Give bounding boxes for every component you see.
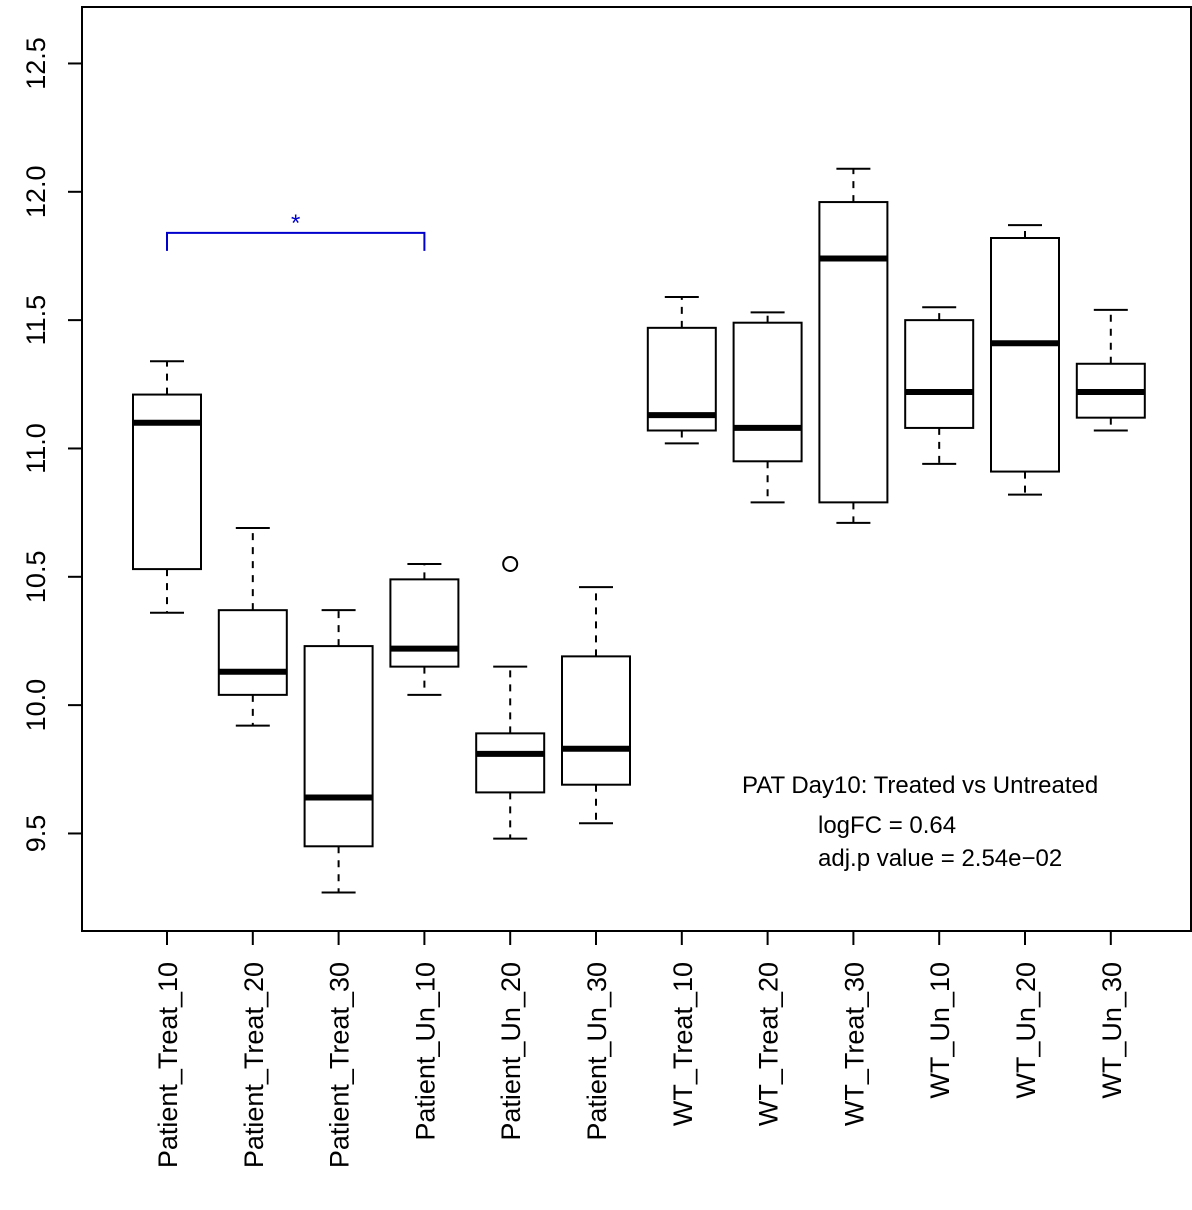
x-tick-label: Patient_Treat_30 (325, 962, 355, 1168)
annotation-logfc: logFC = 0.64 (818, 812, 956, 839)
box-iqr (904, 319, 975, 429)
y-axis: 9.5 10.0 10.5 11.0 11.5 12.0 12.5 (21, 37, 82, 852)
x-tick-label: WT_Un_10 (925, 962, 955, 1099)
x-tick-label: WT_Un_20 (1011, 962, 1041, 1099)
significance-bracket-line (166, 231, 426, 251)
x-axis: Patient_Treat_10 Patient_Treat_20 Patient_… (153, 930, 1127, 1168)
x-tick-label: Patient_Treat_10 (153, 962, 183, 1168)
x-tick-label: WT_Treat_10 (668, 962, 698, 1126)
x-tick-label: Patient_Un_10 (410, 962, 440, 1141)
box-iqr (217, 609, 288, 696)
y-tick-label: 12.5 (21, 37, 51, 90)
y-tick-label: 9.5 (21, 815, 51, 853)
box-group (475, 555, 546, 840)
box-group (389, 562, 460, 696)
box-group (990, 224, 1060, 496)
y-tick-label: 11.5 (21, 295, 51, 346)
box-iqr (732, 321, 803, 463)
y-tick-label: 10.5 (21, 551, 51, 604)
significance-bracket: * (166, 210, 426, 251)
annotation-adjp: adj.p value = 2.54e−02 (818, 845, 1062, 872)
significance-star: * (291, 210, 300, 237)
x-tick-label: WT_Treat_20 (754, 962, 784, 1126)
box-group (904, 306, 975, 465)
box-iqr (561, 655, 631, 786)
box-group (303, 609, 374, 894)
box-iqr (818, 201, 889, 504)
stats-annotation: PAT Day10: Treated vs Untreated logFC = … (742, 772, 1098, 872)
box-group (561, 586, 631, 825)
box-iqr (475, 732, 546, 794)
x-tick-label: Patient_Un_20 (496, 962, 526, 1141)
x-tick-label: WT_Un_30 (1097, 962, 1127, 1099)
annotation-title: PAT Day10: Treated vs Untreated (742, 772, 1098, 799)
box-group (1075, 308, 1146, 432)
box-group (132, 360, 202, 614)
box-group (217, 527, 288, 727)
y-tick-label: 11.0 (21, 423, 51, 474)
y-tick-label: 12.0 (21, 166, 51, 219)
box-group (818, 167, 889, 524)
box-iqr (303, 645, 374, 848)
x-tick-label: Patient_Un_30 (582, 962, 612, 1141)
y-tick-label: 10.0 (21, 679, 51, 732)
box-group (646, 296, 717, 445)
box-group (732, 311, 803, 504)
outlier-point (502, 555, 519, 572)
box-iqr (990, 237, 1060, 473)
x-tick-label: Patient_Treat_20 (239, 962, 269, 1168)
box-iqr (389, 578, 460, 668)
plot-area: * PAT Day10: Treated vs Untreated logFC … (81, 6, 1192, 932)
boxes-layer (132, 167, 1146, 894)
x-tick-label: WT_Treat_30 (839, 962, 869, 1126)
